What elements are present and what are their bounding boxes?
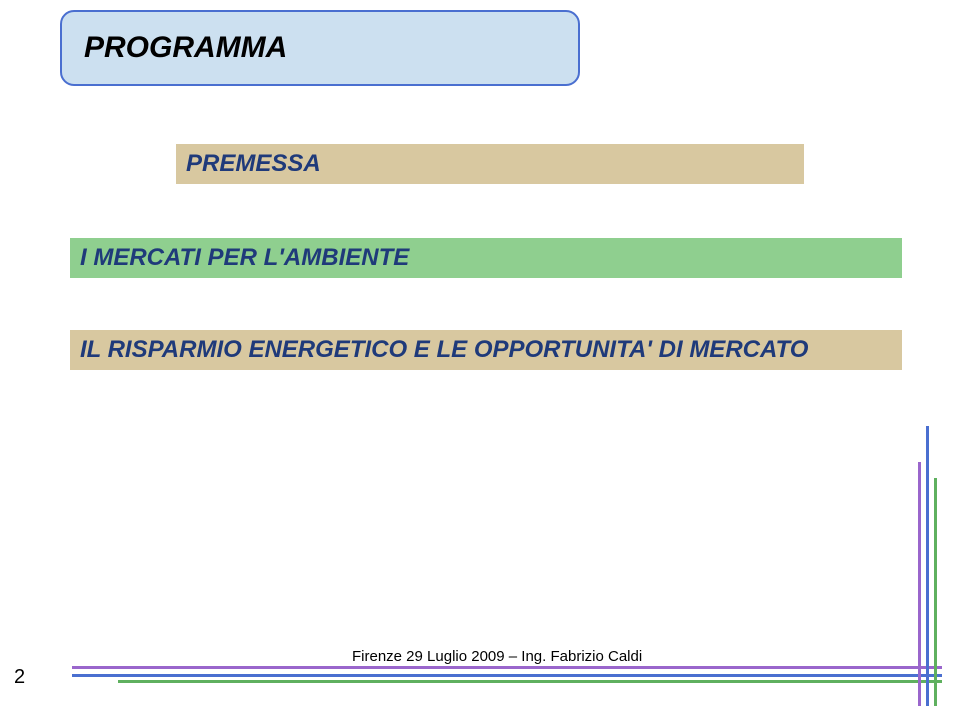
section-bar-label: I MERCATI PER L'AMBIENTE [80, 244, 409, 272]
decoration-line [72, 666, 942, 669]
section-bar-0: PREMESSA [176, 144, 804, 184]
decoration-line [72, 674, 942, 677]
decoration-line [918, 462, 921, 706]
decoration-line [926, 426, 929, 706]
decoration-line [118, 680, 942, 683]
section-bar-label: IL RISPARMIO ENERGETICO E LE OPPORTUNITA… [80, 336, 808, 364]
section-bar-label: PREMESSA [186, 150, 321, 178]
decoration-line [934, 478, 937, 706]
title-box: PROGRAMMA [60, 10, 580, 86]
section-bar-1: I MERCATI PER L'AMBIENTE [70, 238, 902, 278]
slide: PROGRAMMA PREMESSA I MERCATI PER L'AMBIEN… [0, 0, 959, 706]
slide-title: PROGRAMMA [84, 31, 287, 65]
footer-caption: Firenze 29 Luglio 2009 – Ing. Fabrizio C… [352, 648, 642, 665]
section-bar-2: IL RISPARMIO ENERGETICO E LE OPPORTUNITA… [70, 330, 902, 370]
page-number: 2 [14, 666, 25, 689]
